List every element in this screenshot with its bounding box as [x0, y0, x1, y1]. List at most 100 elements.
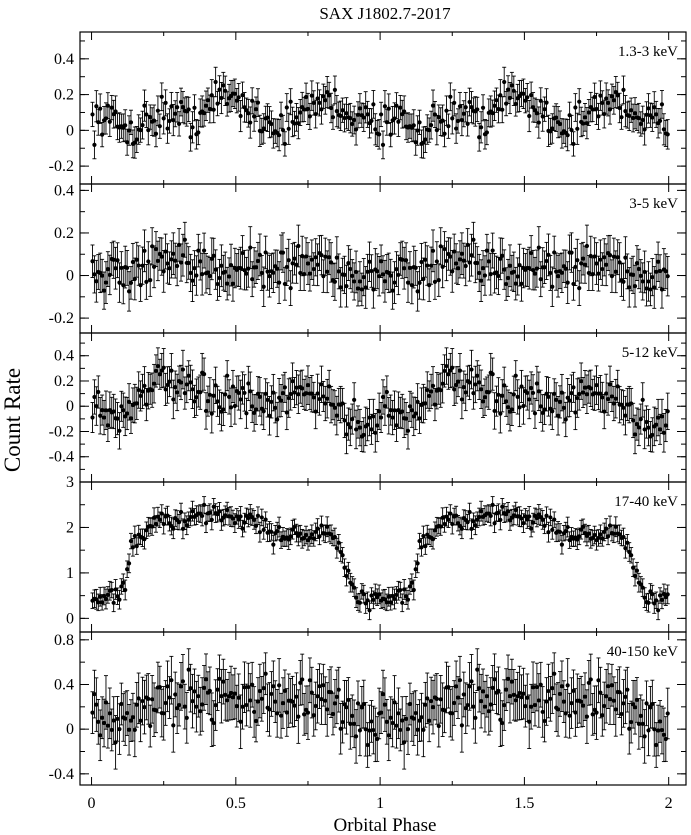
data-point	[188, 270, 193, 276]
data-point	[321, 94, 326, 99]
y-tick-label: 2	[66, 519, 74, 536]
data-point	[236, 390, 241, 396]
data-point	[519, 281, 524, 286]
data-point	[436, 114, 441, 120]
data-point	[117, 597, 122, 602]
data-point	[288, 286, 293, 291]
data-point	[550, 409, 555, 414]
data-point	[529, 92, 534, 98]
data-point	[511, 513, 516, 518]
data-point	[94, 104, 99, 109]
data-point	[98, 413, 103, 418]
data-point	[571, 385, 576, 390]
data-point	[452, 100, 457, 105]
data-point	[444, 514, 449, 519]
data-point	[303, 254, 309, 259]
data-point	[198, 259, 203, 264]
data-point	[180, 367, 186, 372]
data-point	[623, 413, 628, 418]
data-point	[467, 260, 472, 265]
data-point	[342, 418, 347, 423]
data-point	[617, 105, 622, 111]
data-point	[438, 388, 443, 393]
data-point	[617, 532, 622, 537]
data-point	[621, 279, 626, 284]
data-point	[311, 536, 316, 541]
data-point	[319, 253, 324, 258]
data-point	[192, 399, 197, 404]
data-point	[182, 237, 187, 242]
data-point	[390, 288, 395, 293]
data-point	[182, 519, 187, 524]
data-point	[282, 281, 287, 287]
data-point	[480, 265, 486, 271]
data-point	[552, 391, 557, 396]
data-point	[411, 123, 416, 128]
data-point	[423, 137, 428, 142]
data-point	[598, 257, 603, 262]
data-point	[321, 274, 326, 279]
data-point	[611, 401, 616, 406]
data-point	[367, 259, 372, 264]
data-point	[334, 109, 339, 114]
data-point	[180, 526, 186, 531]
data-point	[627, 549, 632, 555]
data-point	[638, 582, 643, 587]
data-point	[115, 258, 120, 263]
data-point	[242, 268, 247, 273]
data-point	[338, 549, 343, 555]
data-point	[346, 421, 351, 427]
data-point	[194, 395, 199, 400]
data-point	[153, 246, 159, 252]
data-point	[554, 115, 559, 120]
data-point	[205, 270, 211, 275]
data-point	[230, 281, 236, 286]
data-point	[265, 269, 270, 274]
data-point	[359, 287, 364, 292]
data-point	[457, 257, 463, 262]
data-point	[105, 267, 110, 272]
data-point	[646, 425, 651, 430]
data-point	[388, 407, 393, 413]
data-point	[634, 260, 640, 266]
data-point	[205, 399, 211, 404]
data-point	[328, 532, 334, 537]
data-point	[165, 126, 170, 131]
data-point	[315, 96, 320, 101]
data-point	[475, 107, 480, 112]
data-point	[650, 432, 655, 438]
data-point	[348, 116, 353, 121]
data-point	[409, 283, 414, 288]
data-point	[515, 394, 520, 399]
data-point	[211, 253, 216, 258]
data-point	[559, 270, 565, 275]
data-point	[207, 273, 212, 279]
data-points	[90, 347, 670, 455]
data-point	[369, 118, 374, 123]
data-point	[190, 387, 195, 392]
data-point	[400, 257, 405, 262]
data-point	[371, 597, 376, 602]
data-point	[661, 127, 666, 132]
data-point	[100, 600, 105, 605]
data-point	[630, 272, 636, 277]
data-point	[550, 527, 555, 532]
data-point	[155, 258, 161, 264]
data-point	[605, 100, 611, 105]
data-point	[588, 253, 593, 259]
data-point	[542, 107, 547, 112]
data-point	[305, 261, 311, 266]
data-point	[171, 251, 176, 256]
data-point	[409, 580, 414, 585]
data-point	[203, 408, 209, 414]
data-point	[563, 529, 568, 534]
data-point	[584, 392, 590, 397]
data-point	[257, 394, 262, 399]
data-point	[253, 107, 259, 112]
data-point	[403, 258, 409, 263]
data-point	[200, 513, 205, 519]
data-point	[294, 385, 299, 390]
data-point	[144, 279, 149, 285]
data-point	[436, 278, 441, 283]
data-point	[165, 382, 170, 388]
